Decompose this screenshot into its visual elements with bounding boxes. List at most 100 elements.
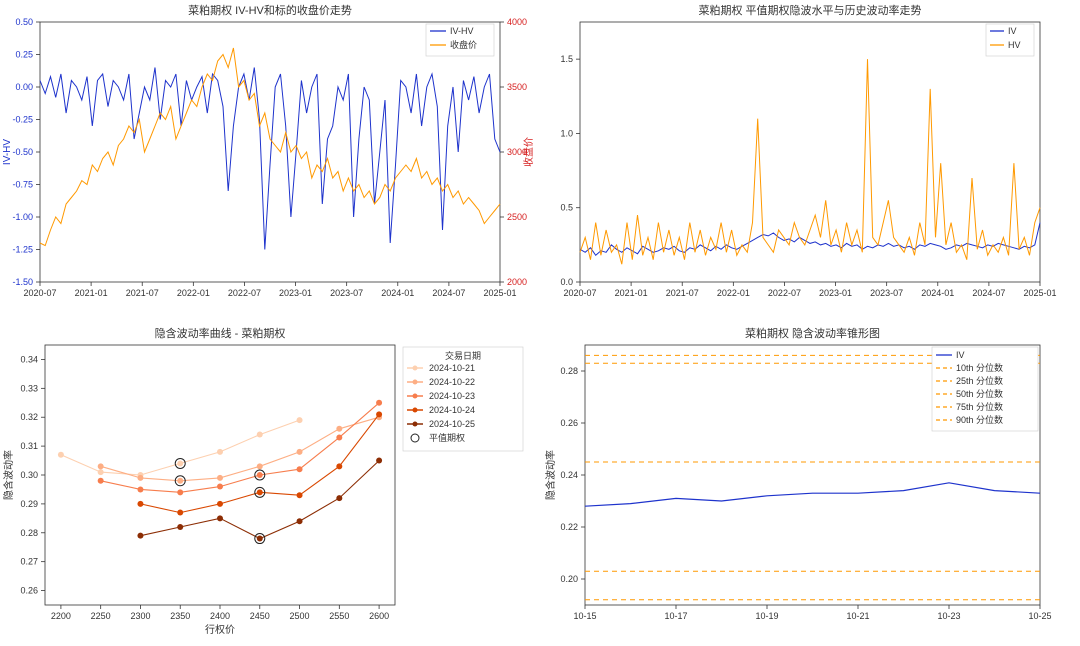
svg-text:2024-01: 2024-01 — [381, 288, 414, 298]
svg-text:0.30: 0.30 — [20, 470, 38, 480]
svg-text:2300: 2300 — [130, 611, 150, 621]
svg-text:0.50: 0.50 — [15, 17, 33, 27]
svg-text:0.28: 0.28 — [20, 528, 38, 538]
svg-text:2550: 2550 — [329, 611, 349, 621]
chart-iv-hv-trend: 菜粕期权 平值期权隐波水平与历史波动率走势 0.0 0.5 1.0 1.5 2020-07… — [540, 0, 1080, 323]
svg-text:0.0: 0.0 — [560, 277, 573, 287]
svg-text:平值期权: 平值期权 — [429, 432, 465, 443]
chart-title: 隐含波动率曲线 - 菜粕期权 — [155, 326, 286, 340]
svg-text:2020-07: 2020-07 — [563, 288, 596, 298]
svg-text:2023-01: 2023-01 — [279, 288, 312, 298]
chart-iv-hv-price: 菜粕期权 IV-HV和标的收盘价走势 -1.50 -1.25 -1.00 -0.75 -0… — [0, 0, 540, 323]
svg-text:2024-01: 2024-01 — [921, 288, 954, 298]
svg-text:0.25: 0.25 — [15, 50, 33, 60]
chart-title: 菜粕期权 隐含波动率锥形图 — [745, 326, 880, 340]
svg-text:2350: 2350 — [170, 611, 190, 621]
svg-text:行权价: 行权价 — [205, 623, 235, 636]
svg-text:-1.00: -1.00 — [12, 212, 33, 222]
svg-text:0.00: 0.00 — [15, 82, 33, 92]
svg-text:2021-07: 2021-07 — [666, 288, 699, 298]
svg-text:0.32: 0.32 — [20, 412, 38, 422]
svg-text:2500: 2500 — [290, 611, 310, 621]
svg-text:2024-10-21: 2024-10-21 — [429, 363, 475, 373]
svg-text:0.27: 0.27 — [20, 557, 38, 567]
svg-text:1.5: 1.5 — [560, 54, 573, 64]
svg-text:2022-07: 2022-07 — [228, 288, 261, 298]
svg-text:2025-01: 2025-01 — [483, 288, 516, 298]
svg-text:2021-01: 2021-01 — [615, 288, 648, 298]
svg-text:2024-10-23: 2024-10-23 — [429, 391, 475, 401]
svg-text:2600: 2600 — [369, 611, 389, 621]
chart-title: 菜粕期权 IV-HV和标的收盘价走势 — [188, 3, 352, 17]
svg-text:0.28: 0.28 — [560, 366, 578, 376]
chart-svg: 菜粕期权 平值期权隐波水平与历史波动率走势 0.0 0.5 1.0 1.5 2020-07… — [540, 0, 1080, 323]
svg-text:2023-07: 2023-07 — [330, 288, 363, 298]
svg-text:2022-01: 2022-01 — [717, 288, 750, 298]
svg-text:2200: 2200 — [51, 611, 71, 621]
svg-text:10th 分位数: 10th 分位数 — [956, 362, 1003, 373]
svg-text:2024-07: 2024-07 — [972, 288, 1005, 298]
svg-text:2022-07: 2022-07 — [768, 288, 801, 298]
svg-text:90th 分位数: 90th 分位数 — [956, 414, 1003, 425]
svg-text:10-19: 10-19 — [755, 611, 778, 621]
svg-text:2250: 2250 — [91, 611, 111, 621]
svg-text:2023-07: 2023-07 — [870, 288, 903, 298]
svg-text:1.0: 1.0 — [560, 128, 573, 138]
svg-text:3500: 3500 — [507, 82, 527, 92]
chart-iv-smile: 隐含波动率曲线 - 菜粕期权 0.26 0.27 0.28 0.29 0.30 0.31 0.… — [0, 323, 540, 646]
svg-text:10-21: 10-21 — [846, 611, 869, 621]
svg-text:2400: 2400 — [210, 611, 230, 621]
svg-text:2024-10-24: 2024-10-24 — [429, 405, 475, 415]
svg-text:-0.25: -0.25 — [12, 115, 33, 125]
svg-text:2025-01: 2025-01 — [1023, 288, 1056, 298]
svg-text:IV: IV — [1008, 26, 1017, 36]
svg-text:-0.75: -0.75 — [12, 180, 33, 190]
svg-text:2500: 2500 — [507, 212, 527, 222]
svg-text:交易日期: 交易日期 — [445, 350, 481, 361]
svg-text:0.29: 0.29 — [20, 499, 38, 509]
svg-text:0.24: 0.24 — [560, 470, 578, 480]
chart-svg: 菜粕期权 IV-HV和标的收盘价走势 -1.50 -1.25 -1.00 -0.75 -0… — [0, 0, 540, 323]
svg-text:0.20: 0.20 — [560, 574, 578, 584]
svg-text:10-25: 10-25 — [1028, 611, 1051, 621]
svg-text:IV: IV — [956, 350, 965, 360]
svg-text:25th 分位数: 25th 分位数 — [956, 375, 1003, 386]
svg-text:HV: HV — [1008, 40, 1021, 50]
svg-text:4000: 4000 — [507, 17, 527, 27]
svg-text:2021-07: 2021-07 — [126, 288, 159, 298]
svg-text:10-15: 10-15 — [573, 611, 596, 621]
svg-text:IV-HV: IV-HV — [2, 139, 13, 165]
svg-text:-1.50: -1.50 — [12, 277, 33, 287]
svg-text:-0.50: -0.50 — [12, 147, 33, 157]
svg-text:收盘价: 收盘价 — [450, 39, 477, 50]
svg-text:2020-07: 2020-07 — [23, 288, 56, 298]
svg-text:2450: 2450 — [250, 611, 270, 621]
svg-text:2022-01: 2022-01 — [177, 288, 210, 298]
svg-text:0.34: 0.34 — [20, 354, 38, 364]
svg-text:0.26: 0.26 — [20, 586, 38, 596]
svg-text:10-23: 10-23 — [937, 611, 960, 621]
svg-text:0.33: 0.33 — [20, 383, 38, 393]
svg-text:2024-10-25: 2024-10-25 — [429, 419, 475, 429]
chart-svg: 菜粕期权 隐含波动率锥形图 0.20 0.22 0.24 0.26 0.28 10-15 10… — [540, 323, 1080, 646]
svg-text:2024-07: 2024-07 — [432, 288, 465, 298]
svg-text:75th 分位数: 75th 分位数 — [956, 401, 1003, 412]
chart-title: 菜粕期权 平值期权隐波水平与历史波动率走势 — [698, 3, 921, 17]
svg-text:-1.25: -1.25 — [12, 245, 33, 255]
svg-text:隐含波动率: 隐含波动率 — [2, 450, 15, 500]
chart-svg: 隐含波动率曲线 - 菜粕期权 0.26 0.27 0.28 0.29 0.30 0.31 0.… — [0, 323, 540, 646]
chart-iv-cone: 菜粕期权 隐含波动率锥形图 0.20 0.22 0.24 0.26 0.28 10-15 10… — [540, 323, 1080, 646]
svg-text:2023-01: 2023-01 — [819, 288, 852, 298]
svg-text:50th 分位数: 50th 分位数 — [956, 388, 1003, 399]
svg-text:2024-10-22: 2024-10-22 — [429, 377, 475, 387]
svg-text:收盘价: 收盘价 — [522, 137, 535, 167]
svg-text:0.31: 0.31 — [20, 441, 38, 451]
svg-text:0.22: 0.22 — [560, 522, 578, 532]
chart-dashboard: 菜粕期权 IV-HV和标的收盘价走势 -1.50 -1.25 -1.00 -0.75 -0… — [0, 0, 1080, 646]
svg-text:10-17: 10-17 — [664, 611, 687, 621]
svg-text:2021-01: 2021-01 — [75, 288, 108, 298]
svg-text:隐含波动率: 隐含波动率 — [544, 450, 557, 500]
svg-text:0.5: 0.5 — [560, 203, 573, 213]
svg-text:0.26: 0.26 — [560, 418, 578, 428]
svg-text:IV-HV: IV-HV — [450, 26, 474, 36]
